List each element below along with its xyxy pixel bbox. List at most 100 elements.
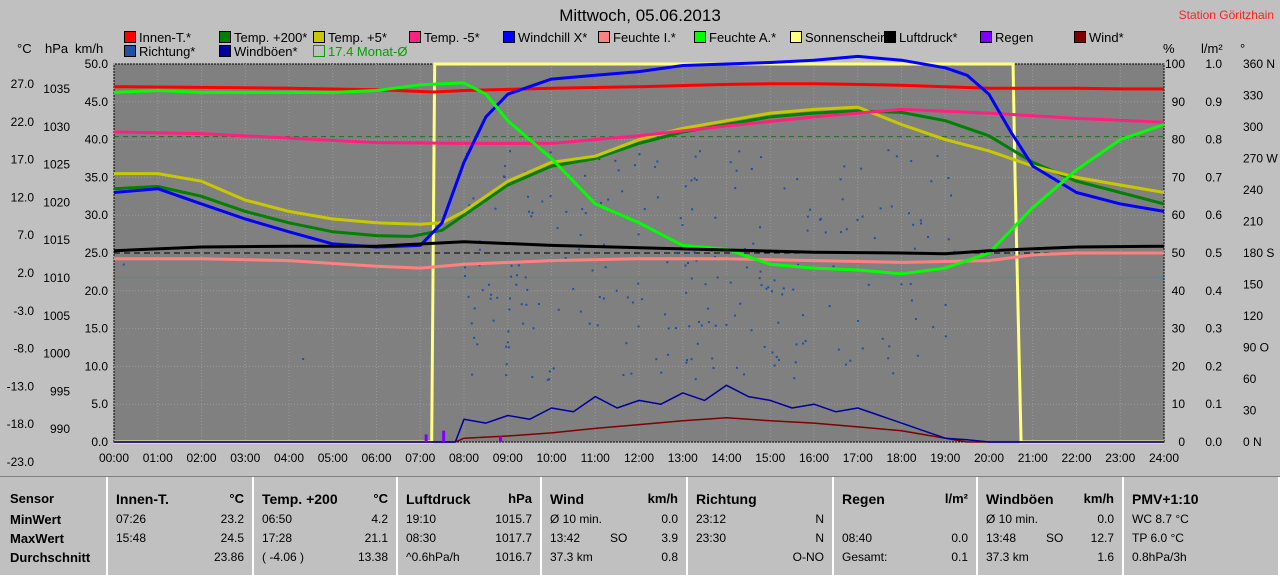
direction-point [579, 233, 582, 236]
direction-point [656, 160, 659, 163]
axis-tick-deg: 30 [1243, 404, 1257, 418]
axis-tick-temp: 17.0 [11, 153, 35, 167]
direction-point [637, 233, 640, 236]
axis-tick-deg: 150 [1243, 278, 1263, 292]
axis-tick-time: 06:00 [361, 451, 391, 465]
stats-row: 13:48 SO 12.7 [986, 531, 1114, 549]
direction-point [504, 165, 507, 168]
direction-point [840, 231, 843, 234]
direction-point [806, 229, 809, 232]
legend-swatch [884, 31, 896, 43]
axis-tick-time: 19:00 [930, 451, 960, 465]
direction-point [734, 187, 737, 190]
direction-point [506, 341, 509, 344]
direction-point [302, 358, 305, 360]
direction-point [630, 372, 633, 375]
direction-point [524, 276, 527, 279]
row-labels-column: Sensor MinWert MaxWert Durchschnitt [0, 477, 108, 575]
axis-tick-time: 11:00 [581, 451, 610, 465]
direction-point [698, 150, 701, 153]
direction-point [944, 335, 947, 338]
direction-point [517, 264, 520, 267]
direction-point [714, 216, 717, 219]
stats-cell: 37.3 km [550, 550, 593, 564]
legend-swatch [124, 45, 136, 57]
stats-row: 23:30 N [696, 531, 824, 549]
direction-point [752, 242, 755, 245]
direction-point [515, 283, 518, 286]
legend-swatch [980, 31, 992, 43]
direction-point [802, 314, 805, 317]
direction-point [714, 324, 717, 327]
direction-point [809, 208, 812, 211]
axis-tick-lm2: 0.4 [1205, 284, 1222, 298]
direction-point [473, 307, 476, 310]
direction-point [531, 376, 534, 379]
direction-point [530, 215, 533, 218]
unit-kmh: km/h [75, 41, 104, 56]
column-unit: °C [229, 491, 244, 506]
direction-point [690, 179, 693, 182]
direction-point [584, 174, 587, 177]
direction-point [773, 279, 776, 282]
direction-point [734, 314, 737, 317]
stats-cell: ( -4.06 ) [262, 550, 305, 564]
legend-item: Regen [980, 31, 1033, 45]
direction-point [916, 354, 919, 357]
direction-point [930, 180, 933, 183]
direction-point [556, 227, 559, 230]
direction-point [913, 247, 916, 250]
axis-tick-time: 15:00 [755, 451, 785, 465]
axis-tick-time: 17:00 [843, 451, 873, 465]
stats-row: 0.8hPa/3h [1132, 550, 1270, 568]
direction-point [686, 252, 689, 255]
legend-swatch [1074, 31, 1086, 43]
direction-point [464, 266, 467, 269]
column-unit: hPa [508, 491, 532, 506]
series-line [113, 109, 1165, 238]
direction-point [895, 155, 898, 158]
axis-tick-deg: 210 [1243, 215, 1263, 229]
direction-point [892, 372, 895, 375]
legend-swatch [409, 31, 421, 43]
stats-cell: 3.9 [661, 531, 678, 545]
axis-tick-lm2: 0.8 [1205, 133, 1222, 147]
stats-row: TP 6.0 °C [1132, 531, 1270, 549]
unit-degree: ° [1240, 41, 1246, 56]
direction-point [654, 165, 657, 168]
axis-tick-kmh: 5.0 [91, 397, 108, 411]
axis-tick-time: 08:00 [449, 451, 479, 465]
stats-cell: 1016.7 [495, 550, 532, 564]
axis-tick-pct: 60 [1172, 208, 1186, 222]
column-title: Richtung [696, 491, 757, 507]
stats-cell: 08:30 [406, 531, 437, 545]
stats-cell: 12.7 [1090, 531, 1114, 545]
direction-point [828, 305, 831, 308]
direction-point [552, 367, 555, 370]
direction-point [792, 288, 795, 291]
direction-point [640, 298, 643, 301]
stats-column: Richtung 23:12 N 23:30 N O-NO [688, 477, 834, 575]
axis-tick-kmh: 30.0 [85, 208, 109, 222]
legend-label: Wind* [1089, 30, 1124, 45]
axis-tick-deg: 240 [1243, 183, 1263, 197]
axis-tick-time: 23:00 [1105, 451, 1135, 465]
direction-point [759, 226, 762, 229]
stats-row: O-NO [696, 550, 824, 568]
axis-tick-lm2: 0.1 [1205, 397, 1222, 411]
axis-tick-deg: 360 N [1243, 57, 1275, 71]
stats-cell: N [815, 531, 824, 545]
direction-point [470, 322, 473, 325]
direction-point [819, 218, 822, 221]
stats-row: 13:42 SO 3.9 [550, 531, 678, 549]
direction-point [777, 359, 780, 362]
direction-point [947, 177, 950, 180]
axis-tick-pct: 50 [1172, 246, 1186, 260]
direction-point [887, 357, 890, 360]
direction-point [494, 207, 497, 210]
direction-point [693, 251, 696, 254]
direction-point [588, 322, 591, 325]
direction-point [464, 274, 467, 277]
direction-point [910, 299, 913, 302]
direction-point [591, 269, 594, 272]
